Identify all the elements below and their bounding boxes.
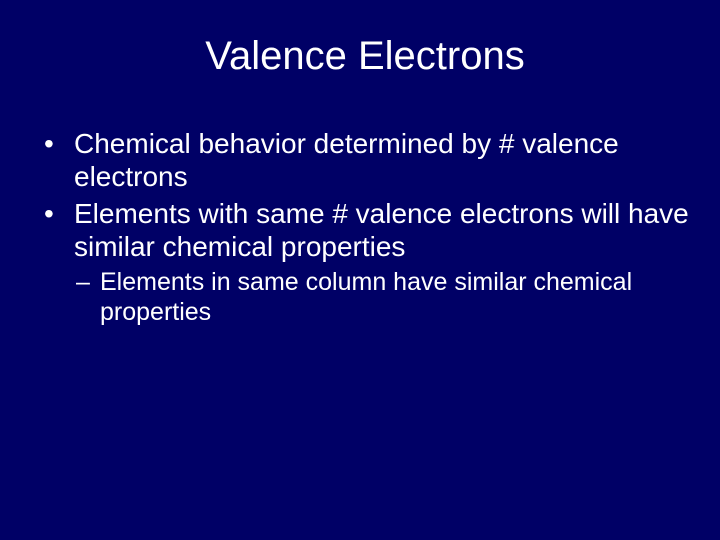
sub-list-container: Elements in same column have similar che… <box>40 267 690 327</box>
slide-title: Valence Electrons <box>40 34 690 79</box>
bullet-item: Elements with same # valence electrons w… <box>40 197 690 263</box>
bullet-item: Chemical behavior determined by # valenc… <box>40 127 690 193</box>
bullet-list: Chemical behavior determined by # valenc… <box>40 127 690 327</box>
sub-bullet-item: Elements in same column have similar che… <box>40 267 690 327</box>
sub-bullet-list: Elements in same column have similar che… <box>40 267 690 327</box>
